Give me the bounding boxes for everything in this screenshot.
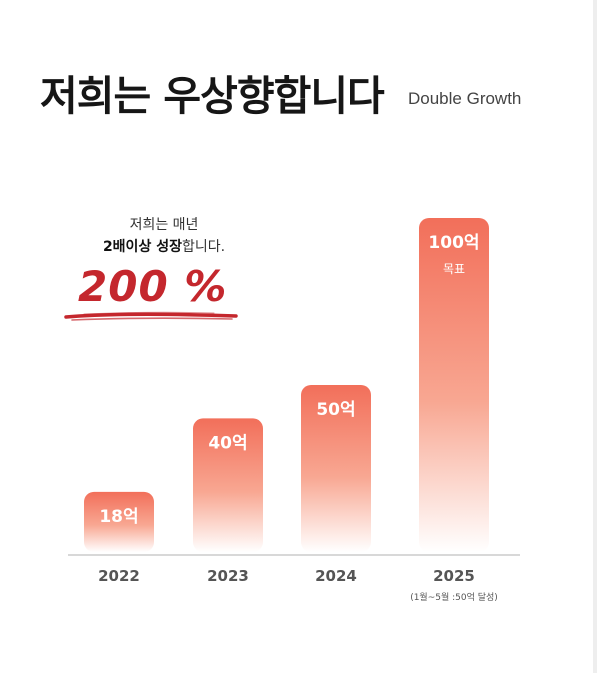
bar-value-label-2024: 50억 (316, 400, 355, 420)
right-edge-strip (593, 0, 597, 673)
page-title: 저희는 우상향합니다 (40, 72, 385, 120)
growth-percent: 200 % (78, 262, 227, 311)
growth-note-line2: 2배이상 성장합니다. (64, 236, 264, 256)
bar-2024 (301, 385, 371, 552)
growth-note-bold: 2배이상 성장 (102, 239, 182, 255)
bar-2025 (419, 218, 489, 552)
growth-percent-sign: % (184, 262, 228, 311)
page-subtitle: Double Growth (408, 89, 522, 108)
x-tick-label-2025: 2025 (433, 567, 475, 585)
bar-value-label-2022: 18억 (99, 507, 138, 527)
x-tick-label-2024: 2024 (315, 567, 357, 585)
x-tick-note-2025: (1월~5월 :50억 달성) (410, 591, 498, 603)
growth-note-line1: 저희는 매년 (129, 217, 199, 233)
x-tick-label-2022: 2022 (98, 567, 140, 585)
brush-underline (64, 311, 238, 321)
bar-value-label-2023: 40억 (208, 433, 247, 453)
bar-value-label-2025: 100억 (428, 233, 479, 253)
bar-2023 (193, 418, 263, 552)
x-tick-label-2023: 2023 (207, 567, 249, 585)
bar-sublabel-2025: 목표 (443, 262, 465, 276)
growth-percent-number: 200 (78, 262, 169, 311)
growth-note-rest: 합니다. (181, 239, 226, 255)
bar-2022 (84, 491, 154, 552)
